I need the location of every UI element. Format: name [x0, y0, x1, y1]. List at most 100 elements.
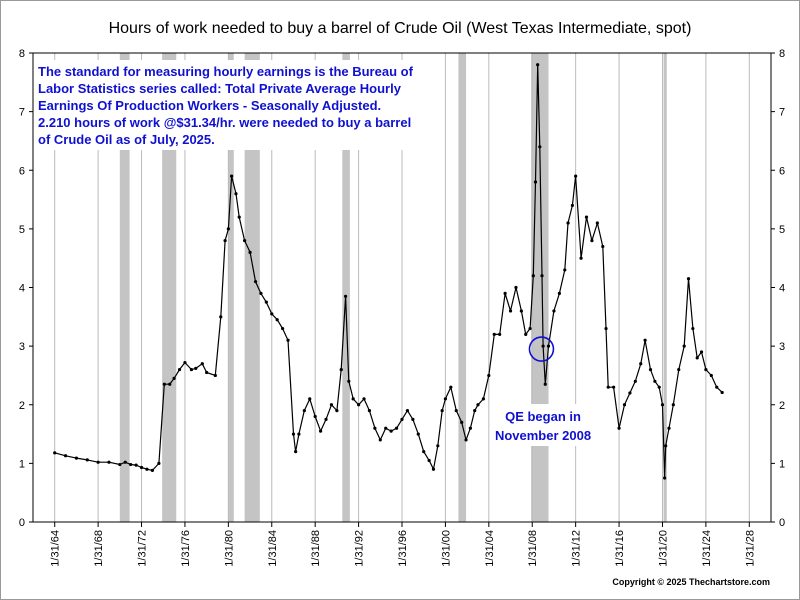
- data-series: [53, 63, 724, 480]
- data-point: [219, 315, 223, 319]
- data-point: [639, 362, 643, 366]
- y-tick-label-right: 1: [779, 458, 785, 470]
- data-point: [294, 450, 298, 454]
- chart-title: Hours of work needed to buy a barrel of …: [109, 20, 692, 37]
- data-point: [343, 294, 348, 298]
- x-tick-label: 1/31/64: [50, 530, 62, 567]
- y-tick-label-right: 8: [779, 48, 785, 60]
- data-point: [226, 227, 230, 231]
- data-point: [686, 277, 691, 281]
- data-point: [145, 467, 149, 471]
- y-tick-label-right: 2: [779, 400, 785, 412]
- data-point: [436, 444, 440, 448]
- x-tick-label: 1/31/12: [571, 530, 583, 567]
- data-point: [606, 385, 610, 389]
- qe-label-background: [490, 404, 598, 446]
- data-point: [454, 409, 458, 413]
- data-point: [481, 397, 485, 401]
- data-point: [628, 391, 632, 395]
- data-point: [308, 397, 312, 401]
- data-point: [223, 239, 227, 243]
- data-point: [563, 268, 567, 272]
- data-point: [378, 438, 382, 442]
- data-point: [540, 274, 544, 278]
- data-point: [189, 367, 194, 372]
- x-tick-label: 1/31/68: [93, 530, 105, 567]
- y-tick-label-right: 3: [779, 341, 785, 353]
- data-point: [443, 397, 448, 401]
- note-background: [34, 60, 426, 150]
- data-point: [667, 426, 671, 430]
- data-point: [324, 417, 328, 422]
- data-point: [492, 332, 496, 336]
- data-point: [183, 360, 187, 365]
- data-point: [476, 403, 480, 407]
- data-point: [356, 403, 361, 407]
- data-point: [213, 373, 217, 378]
- y-tick-label-left: 2: [19, 400, 25, 412]
- data-point: [557, 291, 561, 295]
- data-point: [373, 426, 377, 430]
- data-point: [546, 344, 551, 348]
- x-tick-label: 1/31/08: [527, 530, 539, 567]
- x-tick-label: 1/31/20: [657, 530, 669, 567]
- data-point: [524, 332, 528, 336]
- data-point: [704, 367, 708, 372]
- data-point: [384, 426, 388, 430]
- data-point: [660, 403, 665, 407]
- data-point: [449, 385, 453, 389]
- data-point: [709, 373, 713, 378]
- data-point: [617, 426, 621, 430]
- x-tick-label: 1/31/28: [744, 530, 756, 567]
- data-point: [63, 454, 68, 458]
- x-tick-label: 1/31/24: [701, 530, 713, 567]
- y-tick-label-right: 5: [779, 224, 785, 236]
- recession-band: [663, 53, 667, 522]
- data-point: [96, 460, 100, 464]
- note-line: 2.210 hours of work @$31.34/hr. were nee…: [38, 115, 411, 130]
- axes: 1/31/64 1/31/68 1/31/72 1/31/76 1/31/80 1/31/…: [19, 48, 785, 567]
- data-point: [566, 221, 570, 225]
- data-point: [541, 344, 545, 348]
- recession-band: [162, 53, 177, 522]
- data-point: [574, 174, 578, 178]
- y-tick-label-right: 6: [779, 165, 785, 177]
- data-point: [663, 476, 667, 480]
- data-point: [172, 376, 176, 380]
- data-point: [536, 63, 540, 67]
- y-tick-label-left: 8: [19, 48, 25, 60]
- data-point: [498, 332, 502, 336]
- note-block: The standard for measuring hourly earnin…: [34, 60, 426, 150]
- data-point: [622, 403, 627, 407]
- data-point: [601, 244, 605, 249]
- data-point: [473, 409, 477, 413]
- data-point: [648, 367, 653, 372]
- recession-band: [119, 53, 130, 522]
- data-point: [682, 344, 686, 348]
- data-point: [291, 432, 296, 436]
- data-point: [579, 256, 583, 260]
- recession-band: [342, 53, 350, 522]
- data-point: [503, 291, 507, 295]
- note-line: The standard for measuring hourly earnin…: [38, 64, 414, 79]
- data-point: [427, 458, 431, 463]
- data-point: [194, 366, 198, 371]
- recession-band: [458, 53, 467, 522]
- data-point: [74, 456, 79, 460]
- data-point: [394, 426, 399, 430]
- data-point: [177, 367, 182, 372]
- data-point: [230, 174, 234, 178]
- data-point: [487, 373, 491, 378]
- data-point: [53, 451, 57, 455]
- recession-band: [531, 53, 549, 522]
- data-point: [129, 462, 133, 467]
- data-point: [139, 465, 144, 470]
- copyright-text: Copyright © 2025 Thechartstore.com: [612, 577, 770, 587]
- data-point: [264, 300, 268, 304]
- note-line: of Crude Oil as of July, 2025.: [38, 132, 215, 147]
- qe-label-line: November 2008: [495, 428, 591, 443]
- data-point: [302, 409, 306, 413]
- data-point: [508, 309, 513, 313]
- y-tick-label-left: 6: [19, 165, 25, 177]
